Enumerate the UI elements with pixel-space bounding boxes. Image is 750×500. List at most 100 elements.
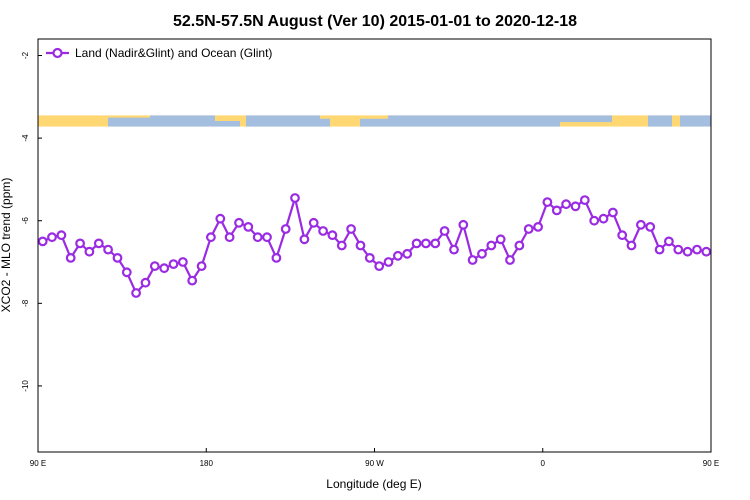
data-point: [168, 259, 179, 270]
data-point: [290, 193, 300, 203]
data-point: [187, 275, 198, 286]
data-point: [561, 199, 571, 210]
data-point: [673, 244, 684, 255]
data-point: [579, 195, 590, 206]
plot-area: [37, 193, 712, 298]
data-point: [121, 267, 132, 278]
data-point: [262, 232, 272, 243]
data-point: [47, 232, 57, 243]
y-tick-label: -6: [21, 217, 30, 225]
data-point: [37, 236, 48, 247]
data-point: [177, 257, 188, 267]
data-point: [589, 215, 600, 226]
data-point: [636, 219, 646, 230]
x-tick-label: 0: [541, 459, 546, 468]
data-point: [449, 244, 459, 255]
x-tick-label: 180: [200, 459, 214, 468]
chart-title: 52.5N-57.5N August (Ver 10) 2015-01-01 t…: [173, 13, 577, 30]
data-point: [654, 244, 665, 255]
data-point: [93, 238, 104, 249]
data-point: [495, 234, 506, 245]
data-point: [299, 234, 310, 245]
x-tick-label: 90 E: [30, 459, 46, 468]
data-point: [626, 240, 637, 251]
map-band: [38, 115, 711, 127]
y-axis-label: XCO2 - MLO trend (ppm): [0, 178, 13, 313]
data-point: [570, 201, 581, 212]
data-point: [467, 255, 478, 265]
plot-frame: [37, 38, 712, 453]
x-axis-label: Longitude (deg E): [326, 477, 421, 491]
data-point: [159, 263, 170, 274]
data-point: [196, 261, 207, 272]
data-point: [393, 250, 403, 261]
y-tick-label: -8: [21, 299, 30, 307]
data-point: [383, 257, 394, 267]
data-point: [56, 230, 67, 241]
x-axis-ticks: 90 E 180 90 W 0 90 E: [30, 448, 719, 468]
map-band-ocean-8: [648, 115, 672, 127]
y-tick-label: -4: [21, 134, 30, 142]
data-point: [234, 217, 244, 228]
data-point: [131, 288, 142, 298]
data-point: [280, 224, 291, 234]
data-point: [215, 213, 226, 224]
series-line: [42, 196, 707, 295]
data-point: [336, 240, 347, 251]
data-point: [346, 224, 357, 234]
x-tick-label: 90 E: [703, 459, 719, 468]
data-point: [692, 244, 702, 255]
data-point: [551, 205, 562, 216]
data-point: [327, 230, 338, 241]
data-point: [205, 232, 216, 243]
x-tick-label: 90 W: [365, 459, 384, 468]
map-band-ocean-5: [360, 118, 388, 127]
data-point: [430, 238, 441, 249]
data-point: [608, 207, 618, 218]
data-point: [421, 238, 431, 249]
data-point: [598, 213, 609, 224]
data-point: [140, 277, 151, 288]
map-band-ocean-0: [108, 117, 150, 127]
data-point: [243, 221, 254, 232]
data-point: [682, 246, 693, 257]
data-point: [645, 221, 656, 232]
data-point: [617, 230, 628, 241]
data-point: [701, 246, 712, 257]
map-band-ocean-9: [680, 115, 711, 127]
data-point: [533, 221, 543, 232]
data-point: [486, 240, 497, 251]
legend-marker-swatch: [52, 47, 63, 59]
data-point: [364, 252, 375, 263]
data-point: [75, 238, 85, 249]
data-point: [523, 224, 534, 234]
data-point: [514, 240, 525, 251]
y-tick-label: -10: [21, 380, 30, 392]
data-point: [664, 236, 674, 247]
data-point: [224, 232, 235, 243]
data-point: [505, 255, 515, 265]
data-point: [411, 238, 422, 249]
legend: Land (Nadir&Glint) and Ocean (Glint): [46, 46, 272, 60]
data-point: [374, 261, 385, 272]
map-band-ocean-7: [560, 115, 612, 123]
y-tick-label: -2: [21, 51, 30, 59]
map-band-ocean-3: [246, 115, 320, 127]
series-points: [37, 193, 712, 298]
data-point: [252, 232, 263, 243]
data-point: [402, 248, 413, 259]
data-point: [458, 219, 469, 230]
data-point: [477, 248, 487, 259]
map-band-ocean-6: [388, 115, 560, 127]
data-point: [355, 240, 366, 251]
data-point: [65, 252, 76, 263]
data-point: [542, 197, 553, 208]
data-point: [439, 226, 450, 236]
data-point: [318, 226, 329, 236]
data-point: [84, 246, 95, 257]
legend-entry-label: Land (Nadir&Glint) and Ocean (Glint): [75, 46, 272, 60]
y-axis-ticks: -2 -4 -6 -8 -10: [21, 51, 42, 392]
map-band-ocean-2: [215, 120, 240, 127]
data-point: [112, 252, 123, 263]
map-band-ocean-4: [320, 118, 330, 127]
